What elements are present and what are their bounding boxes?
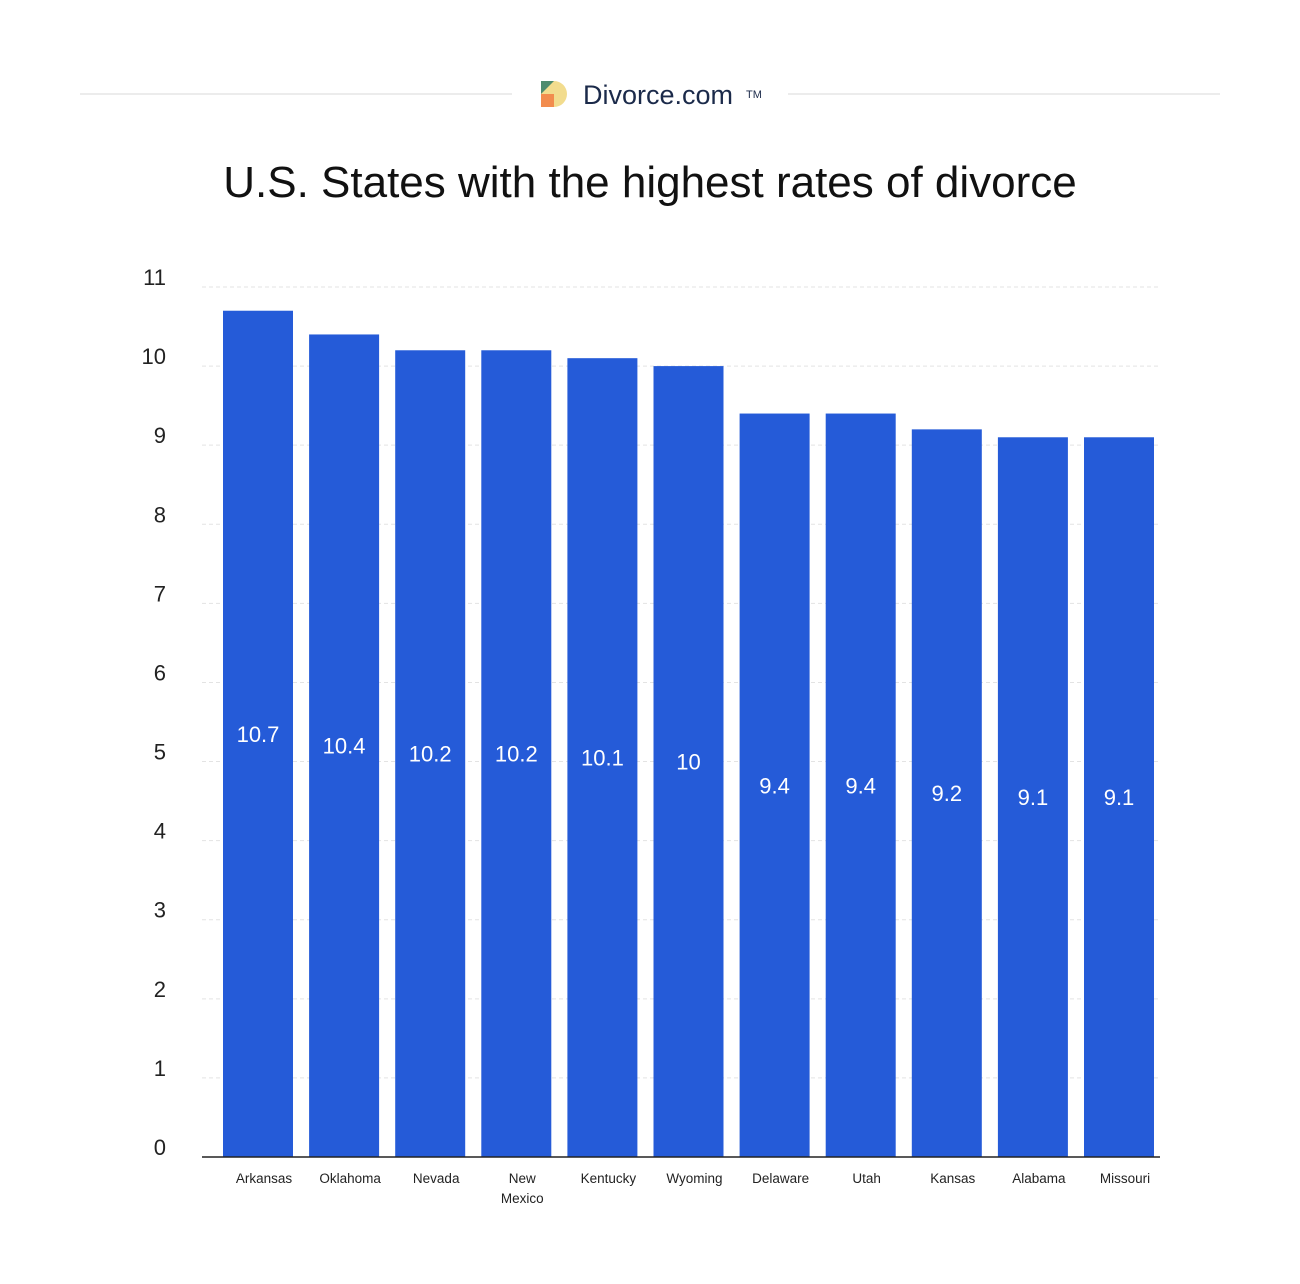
x-tick-label: Oklahoma bbox=[319, 1171, 381, 1186]
bar-value-label: 10.2 bbox=[409, 742, 452, 767]
x-tick-label: Wyoming bbox=[666, 1171, 722, 1186]
brand-trademark: TM bbox=[746, 89, 762, 101]
y-tick-label: 11 bbox=[143, 265, 166, 290]
bar bbox=[911, 429, 982, 1157]
x-tick-label: Nevada bbox=[413, 1171, 460, 1186]
y-tick-label: 1 bbox=[154, 1056, 166, 1081]
x-tick-label: Alabama bbox=[1012, 1171, 1066, 1186]
divorce-logo-icon bbox=[541, 81, 567, 107]
bar-value-label: 10.4 bbox=[323, 734, 366, 759]
x-tick-label: Kentucky bbox=[581, 1171, 637, 1186]
x-tick-label: Utah bbox=[852, 1171, 881, 1186]
bar bbox=[997, 437, 1068, 1158]
bar-value-label: 9.1 bbox=[1018, 785, 1049, 810]
brand-name: Divorce.com bbox=[583, 80, 733, 110]
bar bbox=[223, 310, 293, 1157]
bar bbox=[481, 350, 552, 1158]
bar bbox=[309, 334, 380, 1157]
x-tick-label: Arkansas bbox=[236, 1171, 293, 1186]
bar-value-label: 9.4 bbox=[845, 773, 876, 798]
x-tick-label: Delaware bbox=[752, 1171, 809, 1186]
bar-value-label: 9.4 bbox=[759, 773, 790, 798]
bar bbox=[825, 413, 896, 1158]
y-tick-label: 7 bbox=[154, 581, 166, 606]
bar bbox=[739, 413, 810, 1158]
y-tick-label: 8 bbox=[154, 502, 166, 527]
bar bbox=[653, 366, 724, 1157]
y-tick-label: 6 bbox=[154, 660, 166, 685]
bar bbox=[1084, 437, 1154, 1158]
x-tick-label: Kansas bbox=[930, 1171, 975, 1186]
bar-value-label: 9.1 bbox=[1104, 785, 1135, 810]
x-tick-label: New Mexico bbox=[501, 1171, 544, 1206]
y-tick-label: 9 bbox=[154, 423, 166, 448]
y-tick-label: 0 bbox=[154, 1135, 166, 1160]
bar bbox=[567, 358, 638, 1157]
bar-value-label: 10.7 bbox=[237, 722, 280, 747]
chart-title: U.S. States with the highest rates of di… bbox=[223, 158, 1077, 207]
bar-value-label: 10.1 bbox=[581, 746, 624, 771]
bar-value-label: 10 bbox=[676, 750, 700, 775]
bar-value-label: 10.2 bbox=[495, 742, 538, 767]
y-tick-label: 5 bbox=[154, 740, 166, 765]
y-tick-label: 2 bbox=[154, 977, 166, 1002]
y-tick-label: 3 bbox=[154, 898, 166, 923]
bar-value-label: 9.2 bbox=[932, 781, 963, 806]
bar bbox=[395, 350, 466, 1158]
y-tick-label: 4 bbox=[154, 819, 166, 844]
x-tick-label: Missouri bbox=[1100, 1171, 1150, 1186]
y-tick-label: 10 bbox=[142, 344, 166, 369]
